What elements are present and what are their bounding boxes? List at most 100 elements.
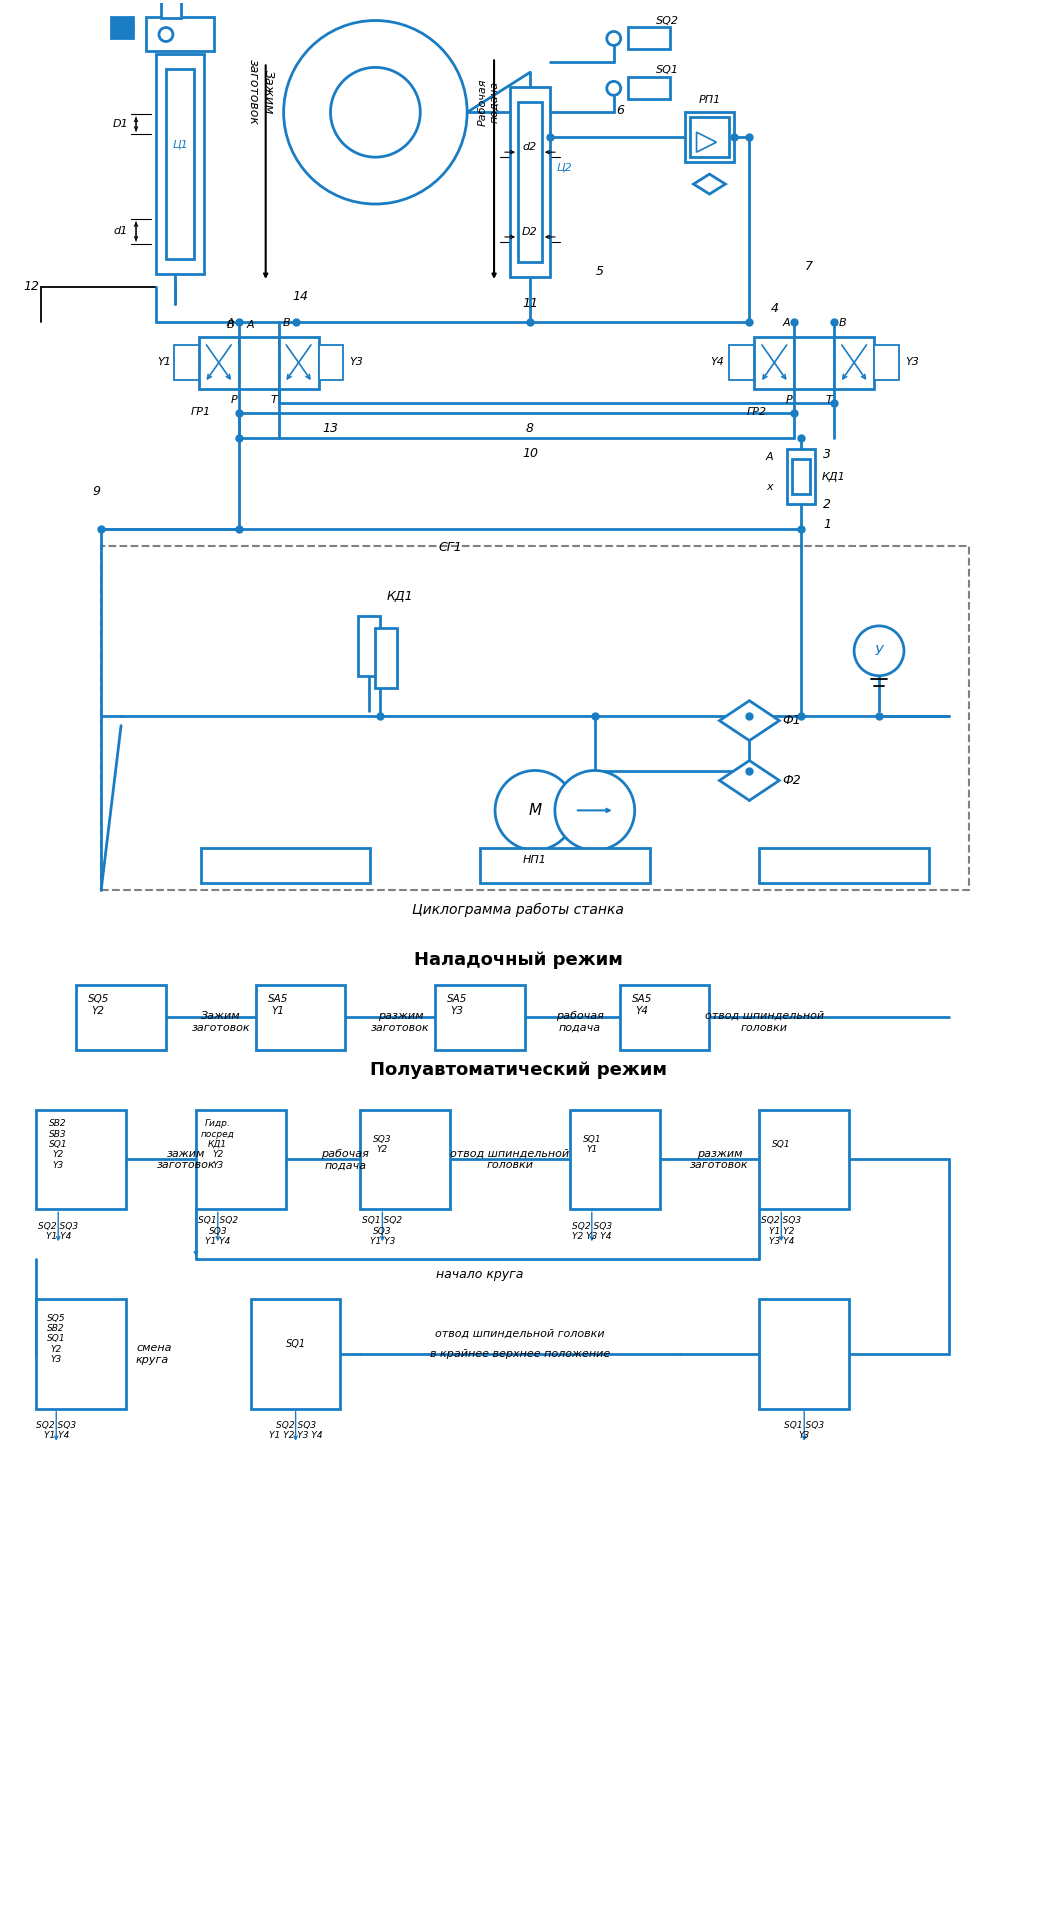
Circle shape — [495, 771, 574, 850]
Bar — [510, 88, 550, 278]
Text: d2: d2 — [523, 142, 537, 153]
Text: Y1: Y1 — [157, 356, 171, 367]
Text: A: A — [227, 318, 234, 327]
Text: 4: 4 — [770, 302, 779, 316]
Circle shape — [854, 626, 904, 676]
Text: Y3: Y3 — [349, 356, 363, 367]
Text: отвод шпиндельной
головки: отвод шпиндельной головки — [450, 1148, 569, 1169]
Bar — [570, 1110, 660, 1210]
Text: ГР1: ГР1 — [191, 408, 211, 417]
Text: зажим
заготовок: зажим заготовок — [157, 1148, 216, 1169]
Circle shape — [607, 31, 621, 46]
Text: SQ1: SQ1 — [772, 1141, 790, 1148]
Text: Зажим
заготовок: Зажим заготовок — [247, 59, 275, 124]
Text: ГР2: ГР2 — [747, 408, 766, 417]
Text: 9: 9 — [92, 484, 101, 498]
Text: SQ1 SQ2
SQ3
Y1 Y4: SQ1 SQ2 SQ3 Y1 Y4 — [198, 1217, 237, 1246]
Text: в крайнее верхнее положение: в крайнее верхнее положение — [430, 1349, 610, 1359]
Text: SQ1
Y1: SQ1 Y1 — [583, 1135, 601, 1154]
Bar — [102, 545, 969, 890]
Text: отвод шпиндельной головки: отвод шпиндельной головки — [436, 1328, 605, 1340]
Text: Ц2: Ц2 — [557, 163, 572, 172]
Text: отвод шпиндельной
головки: отвод шпиндельной головки — [705, 1011, 824, 1034]
Bar — [480, 848, 649, 882]
Bar — [361, 1110, 450, 1210]
Bar — [834, 337, 874, 389]
Bar — [166, 69, 194, 258]
Bar — [256, 986, 345, 1049]
Bar — [627, 27, 670, 50]
Text: SQ1: SQ1 — [285, 1340, 306, 1349]
Text: Рабочая
подача: Рабочая подача — [477, 78, 499, 126]
Bar — [375, 628, 397, 687]
Text: Y4: Y4 — [710, 356, 725, 367]
Bar — [174, 345, 199, 379]
Text: Y3: Y3 — [905, 356, 919, 367]
Bar — [36, 1110, 127, 1210]
Bar — [518, 101, 542, 262]
Text: T: T — [825, 396, 833, 406]
Bar — [146, 17, 214, 52]
Text: SA5
Y3: SA5 Y3 — [447, 993, 468, 1016]
Text: КД1: КД1 — [821, 473, 845, 482]
Text: Ф2: Ф2 — [782, 773, 801, 787]
Text: НП1: НП1 — [523, 856, 546, 865]
Text: разжим
заготовок: разжим заготовок — [371, 1011, 429, 1034]
Text: SA5
Y4: SA5 Y4 — [632, 993, 652, 1016]
Bar — [874, 345, 899, 379]
Polygon shape — [720, 701, 779, 741]
Bar — [754, 337, 794, 389]
Bar — [690, 117, 729, 157]
Bar — [627, 77, 670, 100]
Circle shape — [284, 21, 467, 205]
Text: Зажим
заготовок: Зажим заготовок — [192, 1011, 250, 1034]
Circle shape — [331, 67, 420, 157]
Circle shape — [159, 27, 173, 42]
Text: M: M — [529, 802, 541, 817]
Text: SQ5
Y2: SQ5 Y2 — [87, 993, 109, 1016]
Bar — [620, 986, 709, 1049]
Text: SB2
SB3
SQ1
Y2
Y3: SB2 SB3 SQ1 Y2 Y3 — [49, 1120, 67, 1169]
Bar — [76, 986, 166, 1049]
Text: 5: 5 — [596, 266, 604, 278]
Text: Циклограмма работы станка: Циклограмма работы станка — [412, 903, 624, 917]
Bar — [729, 345, 754, 379]
Text: SQ2 SQ3
Y1 Y4: SQ2 SQ3 Y1 Y4 — [38, 1221, 79, 1240]
Text: T: T — [271, 396, 277, 406]
Text: SQ2 SQ3
Y1 Y2
Y3 Y4: SQ2 SQ3 Y1 Y2 Y3 Y4 — [761, 1217, 802, 1246]
Text: D2: D2 — [522, 228, 538, 237]
Text: Полуавтоматический режим: Полуавтоматический режим — [369, 1060, 667, 1079]
Text: B: B — [227, 320, 234, 329]
Text: SA5
Y1: SA5 Y1 — [268, 993, 288, 1016]
Text: 6: 6 — [616, 103, 623, 117]
Text: SQ1 SQ3
Y3: SQ1 SQ3 Y3 — [784, 1420, 824, 1441]
Text: рабочая
подача: рабочая подача — [556, 1011, 604, 1034]
Text: P: P — [786, 396, 792, 406]
Text: SQ3
Y2: SQ3 Y2 — [373, 1135, 392, 1154]
Text: рабочая
подача: рабочая подача — [321, 1148, 369, 1169]
Text: смена
круга: смена круга — [136, 1344, 171, 1365]
Bar — [251, 1300, 340, 1409]
Bar — [199, 337, 239, 389]
Text: начало круга: начало круга — [437, 1267, 524, 1280]
Text: SQ1 SQ2
SQ3
Y1 Y3: SQ1 SQ2 SQ3 Y1 Y3 — [362, 1217, 402, 1246]
Text: 10: 10 — [522, 446, 538, 459]
Polygon shape — [697, 132, 717, 151]
Text: 12: 12 — [23, 279, 39, 293]
Circle shape — [555, 771, 635, 850]
Bar — [279, 337, 318, 389]
Bar — [239, 337, 279, 389]
Text: d1: d1 — [114, 226, 129, 235]
Bar — [792, 459, 810, 494]
Text: КД1: КД1 — [387, 590, 414, 603]
Text: У: У — [875, 643, 884, 658]
Text: 1: 1 — [823, 517, 832, 530]
Bar — [684, 113, 734, 163]
Text: Ф1: Ф1 — [782, 714, 801, 727]
Text: 8: 8 — [526, 421, 534, 434]
Bar — [794, 337, 834, 389]
Polygon shape — [694, 174, 726, 193]
Text: 2: 2 — [823, 498, 832, 511]
Bar — [787, 450, 815, 503]
Bar — [201, 848, 370, 882]
